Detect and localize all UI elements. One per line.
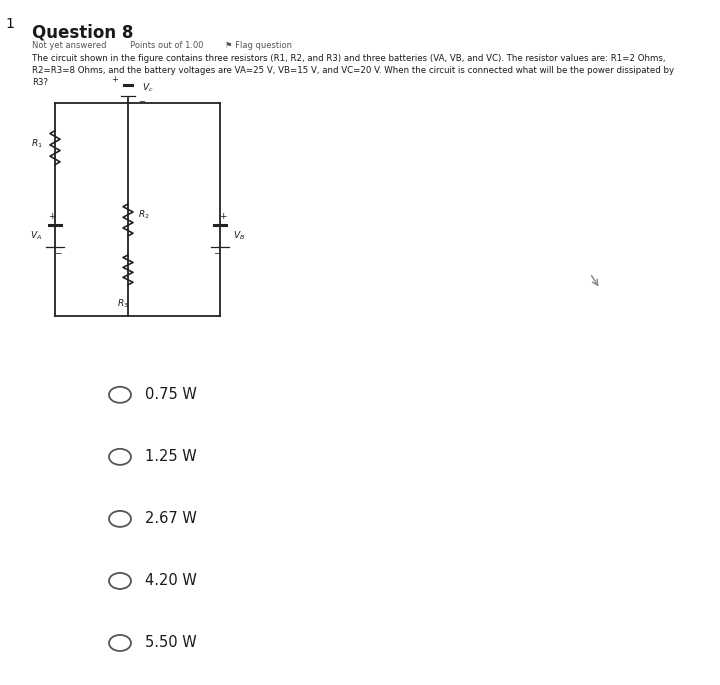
Text: 1: 1 xyxy=(6,17,14,31)
Text: +: + xyxy=(220,212,227,221)
Text: $R_2$: $R_2$ xyxy=(138,208,150,221)
Text: Points out of 1.00: Points out of 1.00 xyxy=(130,41,204,51)
Text: R3?: R3? xyxy=(32,77,48,86)
Text: 5.50 W: 5.50 W xyxy=(145,636,197,651)
Text: $R_3$: $R_3$ xyxy=(117,297,129,310)
Text: 2.67 W: 2.67 W xyxy=(145,512,197,526)
Text: $V_B$: $V_B$ xyxy=(233,229,245,242)
Text: The circuit shown in the figure contains three resistors (R1, R2, and R3) and th: The circuit shown in the figure contains… xyxy=(32,54,665,63)
Text: −: − xyxy=(138,97,145,105)
Text: −: − xyxy=(54,249,62,258)
Text: +: + xyxy=(111,75,118,84)
Text: −: − xyxy=(213,249,221,258)
Text: ⚑ Flag question: ⚑ Flag question xyxy=(225,41,292,51)
Text: 1.25 W: 1.25 W xyxy=(145,449,197,464)
Text: +: + xyxy=(48,212,55,221)
Text: 4.20 W: 4.20 W xyxy=(145,573,197,588)
Text: $V_A$: $V_A$ xyxy=(30,229,42,242)
Text: $V_c$: $V_c$ xyxy=(142,82,153,95)
Text: 0.75 W: 0.75 W xyxy=(145,387,197,402)
Text: Question 8: Question 8 xyxy=(32,23,133,41)
Text: R2=R3=8 Ohms, and the battery voltages are VA=25 V, VB=15 V, and VC=20 V. When t: R2=R3=8 Ohms, and the battery voltages a… xyxy=(32,66,674,75)
Text: $R_1$: $R_1$ xyxy=(31,137,43,150)
Text: Not yet answered: Not yet answered xyxy=(32,41,107,51)
